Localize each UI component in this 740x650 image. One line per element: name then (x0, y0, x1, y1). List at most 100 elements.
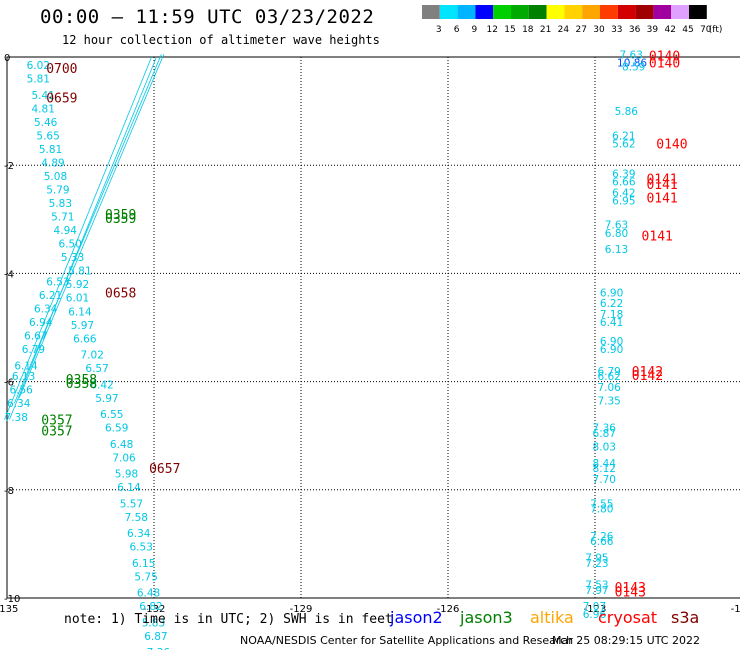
wave-height-label: 6.42 (612, 187, 635, 199)
wave-height-label: 7.38 (5, 412, 28, 424)
wave-height-label: 7.06 (597, 382, 621, 394)
y-tick-label: -2 (4, 161, 14, 172)
color-swatch (493, 5, 511, 19)
color-swatch (564, 5, 583, 19)
wave-height-label: 7.35 (597, 396, 620, 408)
wave-height-label: 6.14 (14, 360, 38, 372)
credit-line: NOAA/NESDIS Center for Satellite Applica… (240, 634, 574, 647)
wave-height-label: 5.83 (142, 617, 165, 629)
pass-time-label: 0658 (105, 286, 136, 301)
wave-height-label: 7.95 (585, 552, 608, 564)
wave-height-label: 6.80 (605, 228, 628, 240)
wave-height-label: 5.97 (71, 320, 94, 332)
satellite-cryosat: cryosat (598, 608, 658, 627)
pass-time-label: 0358 (66, 377, 97, 392)
wave-height-label: 6.34 (127, 528, 151, 540)
wave-height-label: 6.62 (597, 371, 620, 383)
wave-height-label: 7.97 (585, 585, 608, 597)
color-scale-legend: 3 6 9 12 15 18 21 24 27 30 33 36 39 42 45 70(ft) (422, 5, 722, 35)
wave-height-label: 5.97 (95, 393, 118, 405)
color-swatch (617, 5, 636, 19)
wave-height-label: 5.92 (66, 279, 89, 291)
color-scale-label: 6 (454, 25, 460, 35)
wave-height-label: 8.12 (593, 463, 616, 475)
wave-height-label: 6.13 (605, 244, 628, 256)
wave-height-label: 6.66 (590, 536, 614, 548)
pass-time-label: 0143 (615, 586, 646, 601)
wave-height-label: 5.81 (27, 74, 50, 86)
wave-height-label: 6.53 (130, 542, 153, 554)
color-scale-label: 33 (611, 25, 622, 35)
y-tick-label: -4 (4, 269, 14, 280)
y-tick-label: -8 (4, 486, 14, 497)
color-swatch (422, 5, 440, 19)
axis-tick-labels: -135 -132 -129 -126 -123 -120 0 -2 -4 -6 -8 -10 (0, 53, 740, 615)
color-swatch (600, 5, 618, 19)
wave-height-label: 7.63 (620, 49, 643, 61)
wave-height-label: 7.36 (147, 647, 171, 650)
satellite-s3a: s3a (671, 608, 700, 627)
color-scale-label: 30 (593, 25, 605, 35)
wave-height-label: 6.48 (110, 439, 133, 451)
wave-height-label: 7.26 (590, 531, 614, 543)
wave-height-label: 6.94 (29, 317, 53, 329)
y-tick-label: -10 (4, 594, 20, 605)
pass-time-label: 0700 (46, 62, 77, 77)
wave-height-label: 6.96 (583, 609, 607, 621)
wave-height-label: 6.87 (144, 631, 167, 643)
pass-time-label: 0141 (642, 230, 673, 245)
pass-time-label: 0141 (646, 173, 677, 188)
wave-height-label: 6.55 (100, 409, 123, 421)
x-tick-label: -123 (584, 604, 607, 615)
wave-height-label: 5.81 (39, 144, 62, 156)
color-scale-label: 27 (575, 25, 586, 35)
color-swatch (439, 5, 458, 19)
pass-time-label: 0141 (646, 192, 677, 207)
color-swatch (457, 5, 476, 19)
wave-height-label: 5.62 (612, 139, 635, 151)
wave-height-label: 6.14 (68, 306, 92, 318)
color-swatch (528, 5, 547, 19)
wave-height-label: 5.71 (51, 212, 74, 224)
wave-height-label: 6.42 (90, 379, 113, 391)
wave-height-label: 6.82 (139, 601, 162, 613)
satellite-altika: altika (530, 608, 574, 627)
color-scale-label: 24 (558, 25, 570, 35)
wave-height-label: 5.75 (134, 571, 157, 583)
pass-time-label: 0357 (41, 424, 72, 439)
wave-height-label: 8.03 (593, 442, 616, 454)
color-swatch (689, 5, 707, 19)
wave-height-label: 4.81 (32, 103, 55, 115)
wave-height-label: 5.83 (49, 198, 72, 210)
wave-height-label: 6.39 (612, 168, 635, 180)
chart-subtitle: 12 hour collection of altimeter wave hei… (62, 33, 380, 47)
wave-height-label: 7.23 (585, 558, 608, 570)
pass-time-label: 0142 (632, 365, 663, 380)
wave-height-label: 6.13 (12, 371, 35, 383)
track-segment (9, 56, 157, 420)
wave-height-label: 7.58 (125, 512, 148, 524)
wave-height-label: 6.87 (593, 428, 616, 440)
wave-height-label: 6.95 (612, 195, 635, 207)
satellite-jason3: jason3 (460, 608, 513, 627)
wave-height-label: 8.44 (593, 458, 617, 470)
wave-height-label: 5.79 (46, 185, 69, 197)
wave-height-label: 6.02 (27, 60, 50, 72)
x-tick-label: -132 (143, 604, 166, 615)
wave-height-label: 7.63 (605, 220, 628, 232)
wave-height-label: 6.67 (24, 331, 47, 343)
satellite-jason2: jason2 (390, 608, 443, 627)
pass-time-label: 0357 (41, 413, 72, 428)
track-segment (4, 56, 152, 420)
wave-height-label: 5.08 (44, 171, 67, 183)
wave-height-label: 7.18 (600, 309, 623, 321)
pass-time-label: 0657 (149, 462, 180, 477)
wave-height-label: 4.89 (41, 157, 64, 169)
color-swatch (511, 5, 529, 19)
wave-height-label: 8.59 (622, 62, 645, 74)
track-lines (4, 54, 165, 420)
wave-height-label: 7.36 (593, 423, 617, 435)
wave-height-label: 5.98 (115, 469, 138, 481)
color-swatch (653, 5, 672, 19)
